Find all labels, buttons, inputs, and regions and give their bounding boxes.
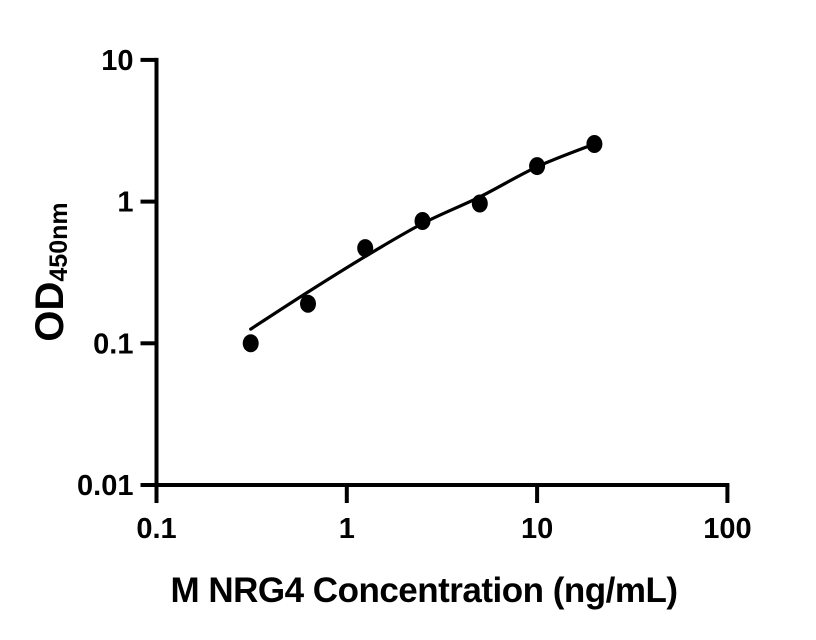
data-point	[357, 239, 374, 258]
data-point	[300, 294, 316, 313]
axis-ticks	[140, 57, 730, 503]
x-tick-label: 0.1	[136, 513, 176, 545]
y-tick-label: 0.01	[77, 470, 133, 502]
plot-area	[242, 135, 603, 353]
x-tick-label: 1	[339, 513, 355, 545]
x-tick-label: 100	[703, 513, 751, 545]
y-tick-label: 10	[101, 45, 133, 77]
data-point	[414, 212, 431, 230]
data-point	[586, 135, 603, 153]
x-tick-label: 10	[521, 513, 553, 545]
data-point	[529, 157, 546, 176]
x-axis-label: M NRG4 Concentration (ng/mL)	[170, 571, 677, 610]
y-axis-label-main: OD	[28, 282, 72, 342]
axes	[154, 57, 730, 487]
y-tick-label: 1	[117, 187, 133, 219]
data-point	[242, 334, 259, 353]
y-axis-label-subscript: 450nm	[45, 202, 73, 281]
data-point	[471, 194, 488, 213]
y-axis-label: OD450nm	[28, 202, 73, 341]
y-tick-label: 0.1	[93, 328, 133, 360]
